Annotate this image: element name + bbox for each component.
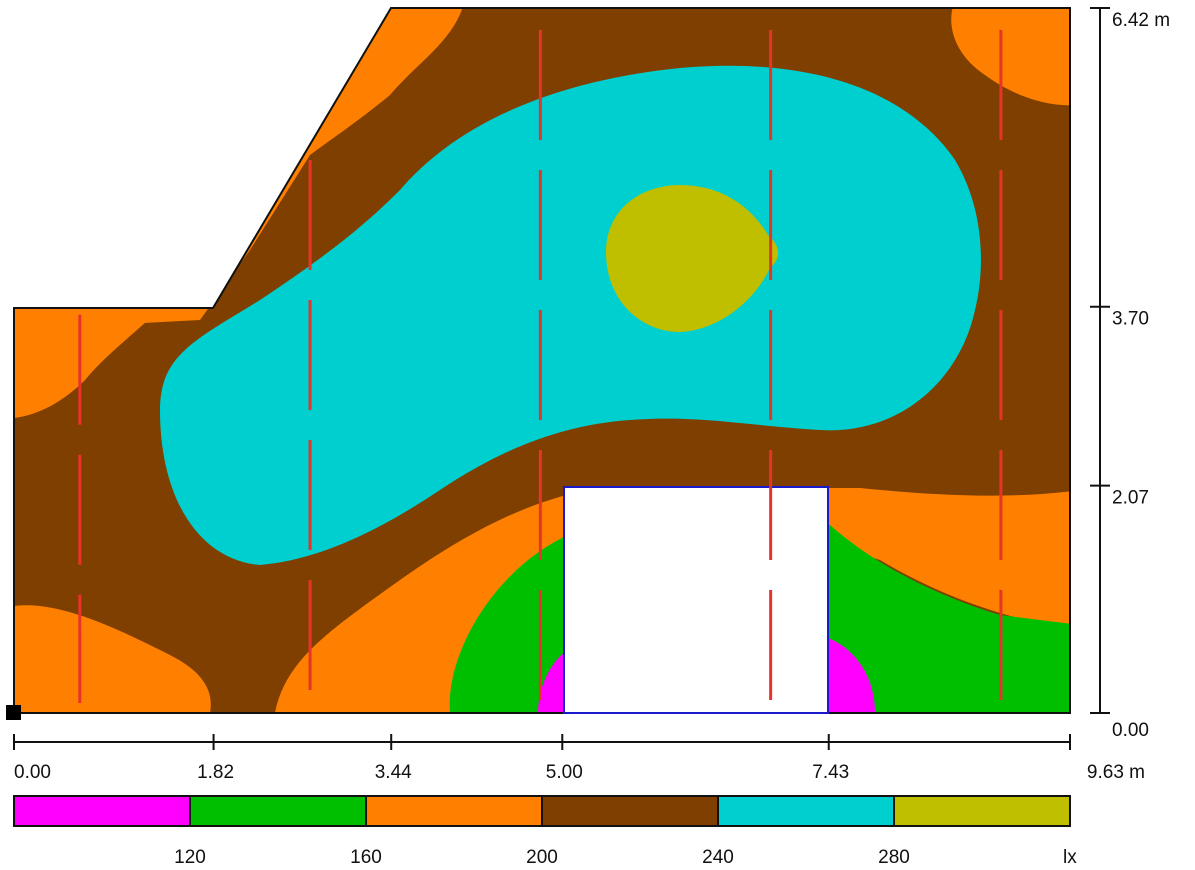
legend-tick-label: 240 [702,847,734,868]
x-tick-label: 1.82 [197,762,234,783]
room-outline [13,7,1071,714]
legend-tick-label: 160 [350,847,382,868]
legend-swatch [541,795,719,827]
legend-swatch [717,795,895,827]
y-axis-ticks: 0.00 2.07 3.70 6.42 m [1090,7,1170,741]
y-tick-label: 6.42 m [1112,10,1170,31]
x-tick-label: 3.44 [375,762,412,783]
legend-tick-label: 120 [174,847,206,868]
contour-level-160-left [14,308,160,418]
legend-swatch [365,795,543,827]
legend-unit-label: lx [1063,847,1077,868]
y-tick-label: 2.07 [1112,488,1149,509]
contour-level-280 [606,185,779,332]
legend-tick-label: 200 [526,847,558,868]
color-legend: 120 160 200 240 280 [13,795,1071,868]
luminaire-rows [78,30,1003,703]
contour-level-below-120-right [828,638,875,713]
origin-marker [6,705,21,720]
x-tick-label: 0.00 [14,762,51,783]
contour-level-240 [160,65,981,565]
legend-swatch [13,795,191,827]
y-tick-label: 0.00 [1112,720,1149,741]
x-tick-label: 7.43 [812,762,849,783]
contour-level-160-bottom-left [14,605,211,713]
contour-level-160-top-right [951,8,1070,106]
x-tick-label: 9.63 m [1087,762,1145,783]
y-tick-label: 3.70 [1112,309,1149,330]
legend-swatch [893,795,1071,827]
x-axis-ticks: 0.00 1.82 3.44 5.00 7.43 9.63 m [13,734,1145,783]
x-tick-label: 5.00 [546,762,583,783]
contour-level-below-120-left [538,650,568,713]
legend-swatch [189,795,367,827]
contour-level-160-bottom-center [275,488,1070,713]
legend-tick-label: 280 [878,847,910,868]
obstacle-rect [563,486,829,714]
